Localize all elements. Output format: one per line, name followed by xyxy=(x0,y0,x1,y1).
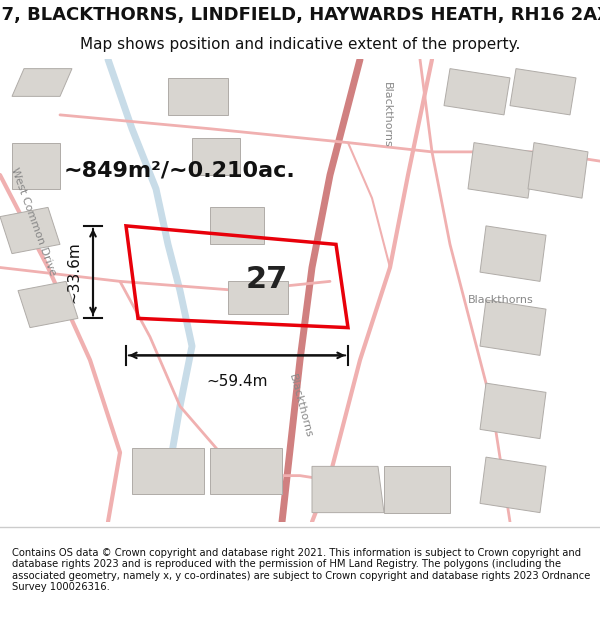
Polygon shape xyxy=(384,466,450,512)
Polygon shape xyxy=(192,138,240,175)
Text: West Common Drive: West Common Drive xyxy=(9,166,57,277)
Text: ~59.4m: ~59.4m xyxy=(206,374,268,389)
Text: 27, BLACKTHORNS, LINDFIELD, HAYWARDS HEATH, RH16 2AX: 27, BLACKTHORNS, LINDFIELD, HAYWARDS HEA… xyxy=(0,6,600,24)
Polygon shape xyxy=(0,208,60,254)
Text: ~33.6m: ~33.6m xyxy=(66,241,81,303)
Polygon shape xyxy=(510,69,576,115)
Polygon shape xyxy=(480,457,546,512)
Text: Contains OS data © Crown copyright and database right 2021. This information is : Contains OS data © Crown copyright and d… xyxy=(12,548,590,592)
Polygon shape xyxy=(468,142,534,198)
Text: Blackthorns: Blackthorns xyxy=(382,82,392,148)
Polygon shape xyxy=(480,383,546,439)
Polygon shape xyxy=(210,448,282,494)
Polygon shape xyxy=(444,69,510,115)
Polygon shape xyxy=(12,142,60,189)
Polygon shape xyxy=(228,281,288,314)
Polygon shape xyxy=(210,208,264,244)
Text: Map shows position and indicative extent of the property.: Map shows position and indicative extent… xyxy=(80,37,520,52)
Polygon shape xyxy=(18,281,78,328)
Polygon shape xyxy=(132,448,204,494)
Text: Blackthorns: Blackthorns xyxy=(287,373,313,439)
Text: ~849m²/~0.210ac.: ~849m²/~0.210ac. xyxy=(64,161,296,181)
Text: Blackthorns: Blackthorns xyxy=(468,295,534,305)
Text: 27: 27 xyxy=(246,264,288,294)
Polygon shape xyxy=(312,466,384,512)
Polygon shape xyxy=(528,142,588,198)
Polygon shape xyxy=(168,78,228,115)
Polygon shape xyxy=(480,300,546,356)
Polygon shape xyxy=(12,69,72,96)
Polygon shape xyxy=(480,226,546,281)
